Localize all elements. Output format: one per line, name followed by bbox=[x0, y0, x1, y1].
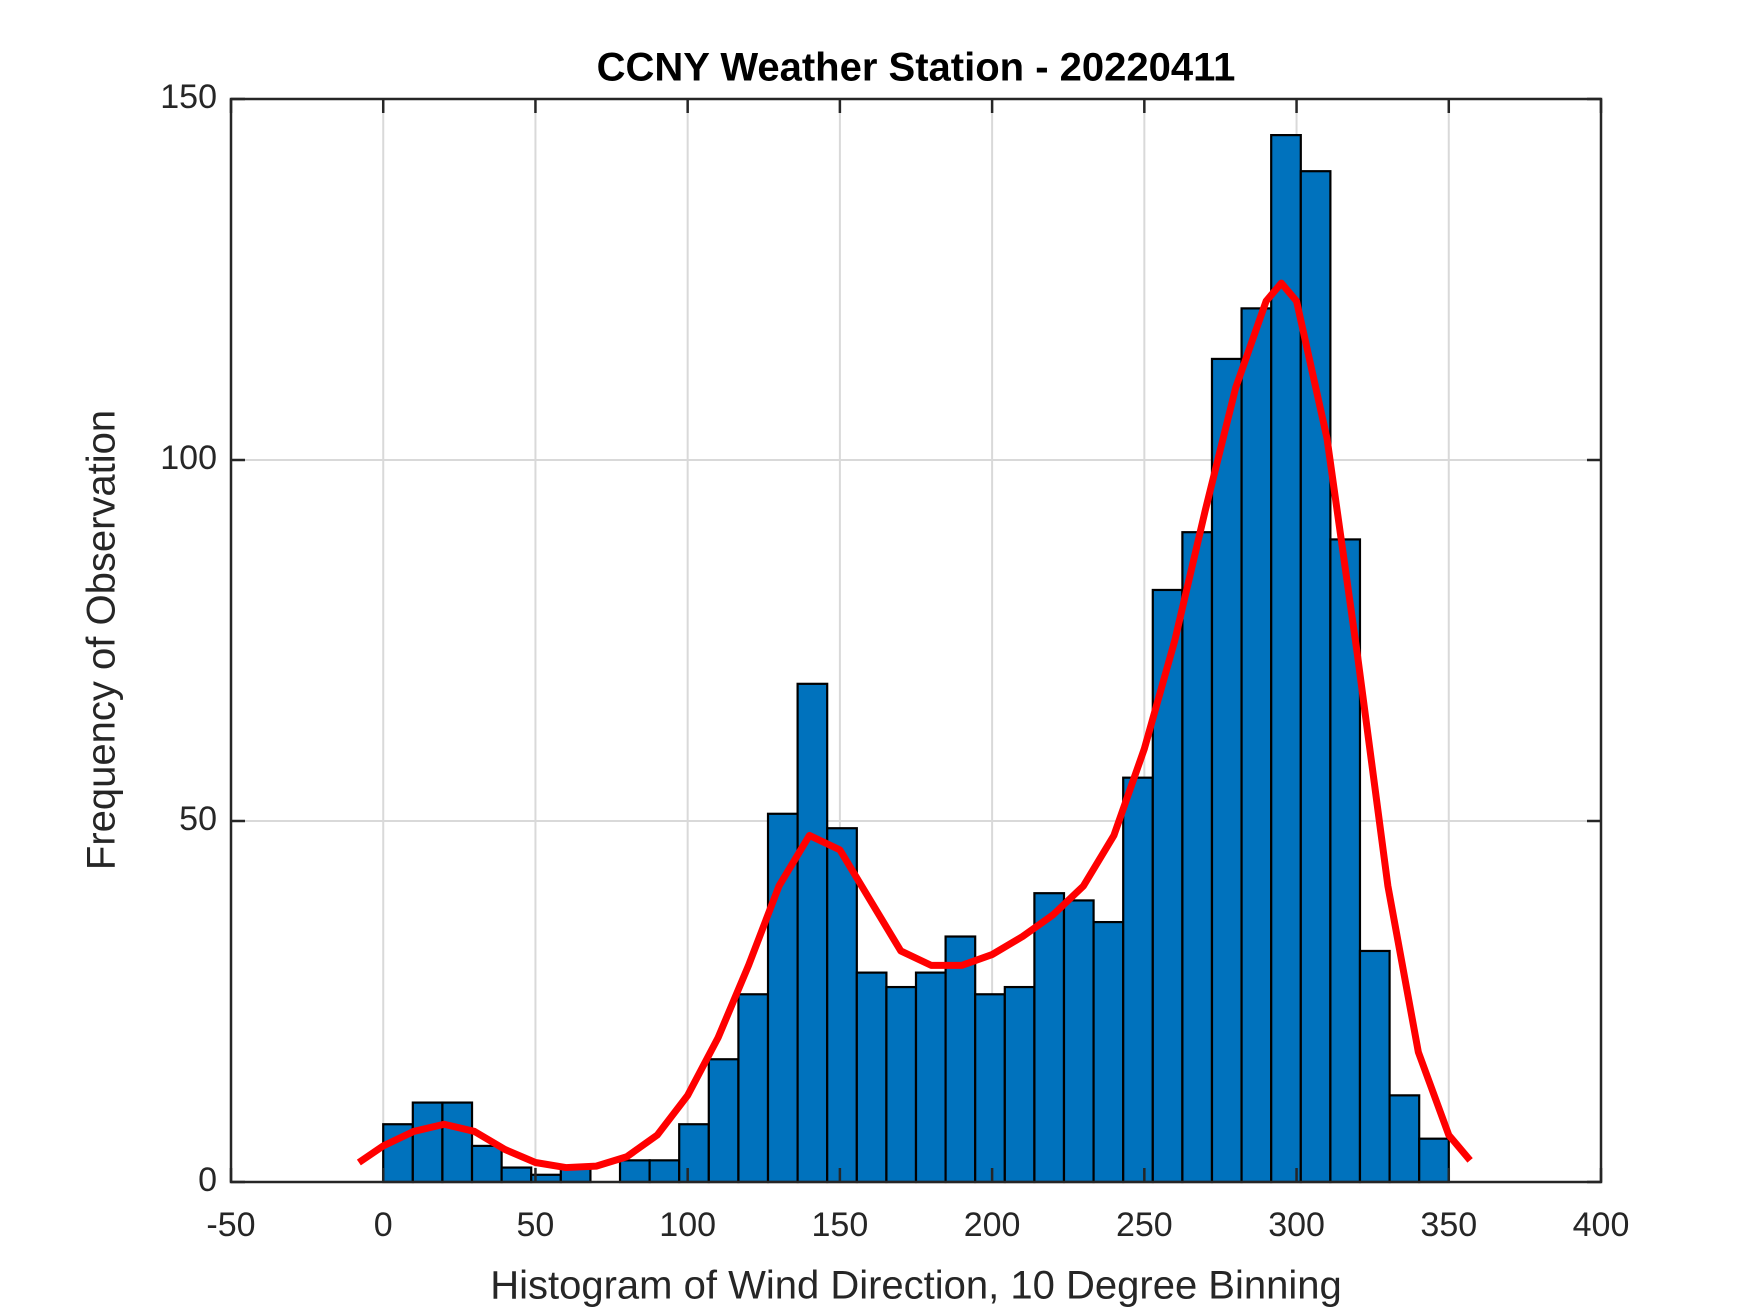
histogram-bar bbox=[1388, 1094, 1421, 1184]
histogram-bar bbox=[1122, 776, 1154, 1184]
y-tick-label: 100 bbox=[160, 439, 217, 477]
x-tick-label: 100 bbox=[659, 1206, 716, 1244]
histogram-bar bbox=[1003, 985, 1036, 1184]
x-tick-label: 250 bbox=[1116, 1206, 1173, 1244]
x-tick-label: 0 bbox=[374, 1206, 393, 1244]
histogram-bar bbox=[1210, 357, 1243, 1184]
x-tick-label: 300 bbox=[1268, 1206, 1325, 1244]
histogram-bar bbox=[855, 971, 888, 1184]
histogram-bar bbox=[1181, 531, 1214, 1184]
histogram-bar bbox=[1418, 1137, 1450, 1184]
x-axis-label: Histogram of Wind Direction, 10 Degree B… bbox=[490, 1264, 1342, 1308]
chart-title: CCNY Weather Station - 20220411 bbox=[597, 46, 1236, 90]
histogram-bar bbox=[648, 1159, 681, 1184]
fit-curve bbox=[356, 279, 1473, 1172]
x-tick-label: 50 bbox=[517, 1206, 555, 1244]
histogram-bar bbox=[411, 1101, 444, 1184]
x-tick-label: 350 bbox=[1420, 1206, 1477, 1244]
histogram-bar bbox=[500, 1166, 533, 1184]
histogram-bar bbox=[1062, 899, 1095, 1184]
x-tick-label: 400 bbox=[1573, 1206, 1630, 1244]
x-tick-label: -50 bbox=[206, 1206, 255, 1244]
histogram-bar bbox=[914, 971, 947, 1184]
y-tick-label: 50 bbox=[179, 800, 217, 838]
histogram-bar bbox=[441, 1101, 474, 1184]
y-tick-label: 150 bbox=[160, 78, 217, 116]
histogram-bar bbox=[470, 1144, 503, 1184]
histogram-bar bbox=[1240, 307, 1273, 1184]
x-tick-label: 150 bbox=[812, 1206, 869, 1244]
histogram-bar bbox=[826, 827, 858, 1184]
histogram-bar bbox=[944, 935, 977, 1184]
histogram-bar bbox=[737, 993, 770, 1184]
histogram-bar bbox=[1092, 920, 1125, 1184]
x-tick-label: 200 bbox=[964, 1206, 1021, 1244]
histogram-bar bbox=[707, 1058, 740, 1184]
histogram-bar bbox=[885, 985, 918, 1184]
histogram-bar bbox=[796, 682, 829, 1184]
histogram-bar bbox=[974, 993, 1006, 1184]
histogram-bar bbox=[678, 1123, 710, 1184]
histogram-bar bbox=[1358, 949, 1391, 1184]
histogram-bar bbox=[1299, 170, 1332, 1184]
y-tick-label: 0 bbox=[198, 1161, 217, 1199]
histogram-bar bbox=[1033, 892, 1066, 1184]
y-axis-label: Frequency of Observation bbox=[80, 410, 124, 870]
histogram-bar bbox=[618, 1159, 651, 1184]
axes-box bbox=[229, 97, 1603, 1184]
